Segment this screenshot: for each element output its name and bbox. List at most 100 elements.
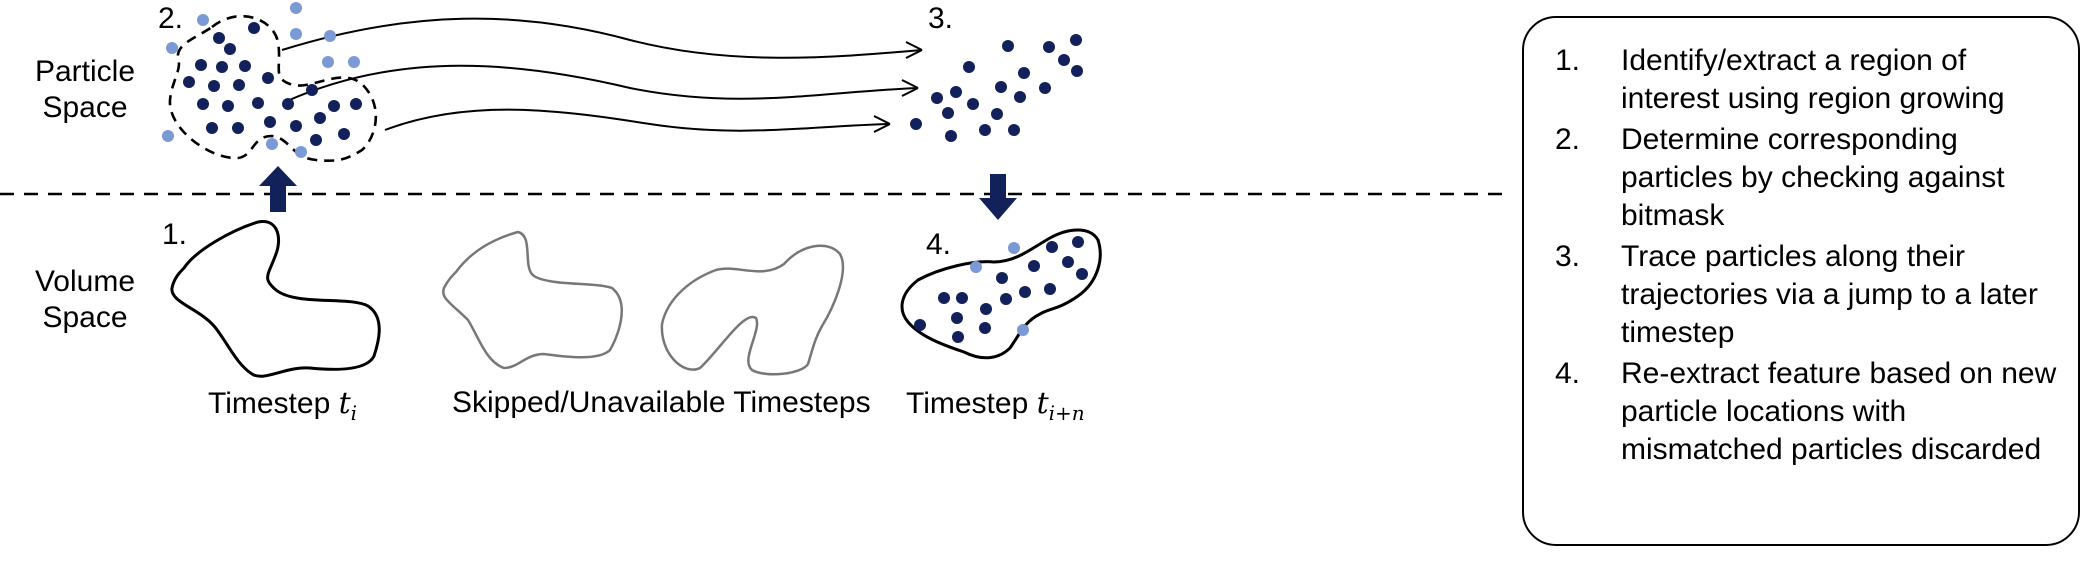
trajectory-arrows [281,17,923,133]
particle-dark [967,98,979,110]
particle-dark [208,80,220,92]
particle-dark [206,122,218,134]
trajectory-arrow [281,17,923,59]
particle-dark [195,59,207,71]
legend-item-number: 1. [1555,44,1581,77]
particle-dark [1018,67,1030,79]
caption-timestep-i-plus-n: Timestep ti+n [906,386,1085,425]
particle-light [295,146,307,158]
particle-dark [996,272,1008,284]
particle-dark [942,107,954,119]
up-arrow-icon [259,166,297,212]
particle-light [324,30,336,42]
particle-light [197,14,209,26]
particle-dark [952,331,964,343]
particles-step2-dark [183,22,362,146]
particle-dark [197,98,209,110]
volume-shape-timestep-i [170,220,381,378]
volume-shape-timestep-i-plus-n [900,228,1102,360]
particle-dark [213,32,225,44]
step-number-1: 1. [162,218,188,251]
particle-light [348,56,360,68]
particle-dark [979,124,991,136]
step-number-4: 4. [926,228,952,261]
particle-dark [222,100,234,112]
particle-dark [1028,260,1040,272]
particle-dark [306,84,318,96]
particle-dark [239,60,251,72]
particles-step4-dark [914,236,1088,343]
legend-item-text: Identify/extract a region of interest us… [1621,44,2005,115]
step-number-2: 2. [158,2,184,35]
volume-shape-skipped-1 [441,230,623,370]
particles-step4-light [970,242,1029,336]
legend-item-3: 3. Trace particles along their trajectori… [1555,238,2065,352]
particle-dark [1000,293,1012,305]
legend-item-text: Determine corresponding particles by che… [1621,123,2005,232]
particle-dark [338,128,350,140]
particle-dark [1044,283,1056,295]
particle-dark [1039,82,1051,94]
particle-dark [183,76,195,88]
particle-dark [252,97,264,109]
particle-dark [264,116,276,128]
particle-dark [282,98,294,110]
particle-dark [1062,256,1074,268]
particle-light [290,2,302,14]
legend-item-text: Trace particles along their trajectories… [1621,240,2038,349]
trajectory-arrowhead [873,115,891,133]
legend-item-2: 2. Determine corresponding particles by c… [1555,121,2065,235]
particle-dark [1046,241,1058,253]
particle-dark [931,92,943,104]
legend-item-text: Re-extract feature based on new particle… [1621,357,2057,466]
particle-dark [248,22,260,34]
caption-timestep-i: Timestep ti [208,386,358,425]
particle-tracking-diagram [0,2,1510,378]
particle-light [1017,324,1029,336]
trajectory-arrowhead [905,41,923,59]
legend-item-1: 1. Identify/extract a region of interest … [1555,42,2065,118]
particle-dark [350,98,362,110]
step-number-3: 3. [928,2,954,35]
particle-dark [328,100,340,112]
particle-dark [310,134,322,146]
particle-dark [950,86,962,98]
particle-dark [963,61,975,73]
legend-item-number: 2. [1555,123,1581,156]
legend-item-number: 3. [1555,240,1581,273]
particle-dark [1072,236,1084,248]
particle-dark [1008,124,1020,136]
volume-shape-skipped-2 [660,244,845,376]
steps-legend-box [1522,16,2080,546]
trajectory-arrow [384,108,891,132]
volume-space-label: Volume Space [34,265,136,334]
particles-step3 [910,34,1083,142]
particle-dark [224,43,236,55]
particle-dark [1002,40,1014,52]
particle-dark [262,72,274,84]
legend-item-number: 4. [1555,357,1581,390]
legend-item-4: 4. Re-extract feature based on new partic… [1555,355,2065,469]
particle-light [1008,242,1020,254]
particle-dark [979,322,991,334]
particle-dark [995,81,1007,93]
particle-dark [1019,286,1031,298]
particle-dark [314,112,326,124]
particle-light [266,138,278,150]
particle-dark [232,122,244,134]
particle-dark [914,319,926,331]
particle-dark [1014,91,1026,103]
particle-dark [1076,268,1088,280]
particle-light [166,42,178,54]
particle-dark [1070,34,1082,46]
particles-step2-light [162,2,360,158]
particle-dark [991,108,1003,120]
particle-dark [1058,54,1070,66]
particle-dark [216,61,228,73]
particle-dark [1043,41,1055,53]
particle-dark [233,79,245,91]
particle-dark [1071,65,1083,77]
caption-skipped-timesteps: Skipped/Unavailable Timesteps [452,386,871,419]
particle-light [290,28,302,40]
particle-light [322,56,334,68]
